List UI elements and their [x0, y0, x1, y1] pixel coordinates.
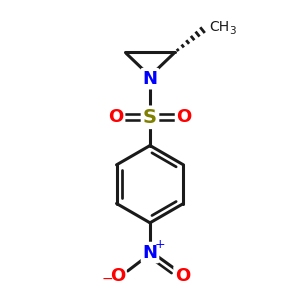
Text: −: −	[101, 272, 113, 286]
Text: +: +	[154, 238, 165, 251]
Text: O: O	[110, 267, 125, 285]
Text: S: S	[143, 108, 157, 127]
Text: O: O	[175, 267, 190, 285]
Text: CH: CH	[209, 20, 230, 34]
Text: O: O	[177, 108, 192, 126]
Text: N: N	[142, 70, 158, 88]
Text: 3: 3	[230, 26, 236, 35]
Text: N: N	[142, 244, 158, 262]
Text: O: O	[108, 108, 123, 126]
